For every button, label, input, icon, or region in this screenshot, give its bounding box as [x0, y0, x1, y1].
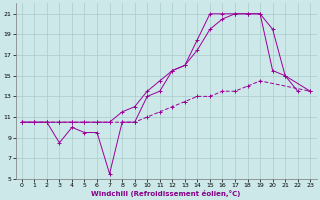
X-axis label: Windchill (Refroidissement éolien,°C): Windchill (Refroidissement éolien,°C): [91, 190, 241, 197]
